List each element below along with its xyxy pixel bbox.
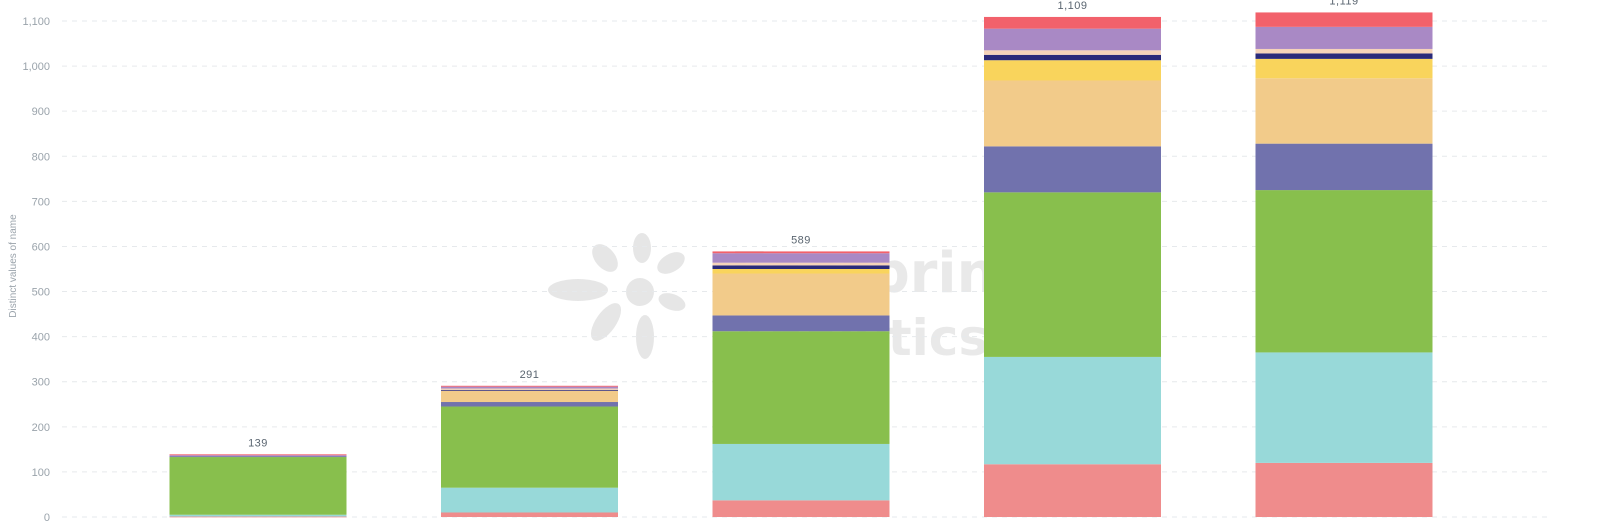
bar-segment[interactable]: [1255, 53, 1433, 59]
y-tick-label: 0: [44, 512, 50, 524]
y-axis-label: Distinct values of name: [8, 214, 19, 318]
bars: [169, 12, 1433, 518]
bar-total-label: 1,109: [1057, 0, 1087, 12]
y-tick-label: 900: [32, 106, 50, 118]
y-axis: 0 100 200 300 400 500 600 700 800 900 1,000 1,100: [22, 16, 50, 524]
bar-totals: 139 291 589 1,109 1,119: [248, 0, 1358, 449]
bar-segment[interactable]: [441, 385, 618, 387]
bar-segment[interactable]: [984, 60, 1161, 81]
y-tick-label: 300: [32, 377, 50, 389]
bar-segment[interactable]: [169, 514, 347, 517]
bar-segment[interactable]: [712, 273, 890, 316]
bar-segment[interactable]: [441, 388, 618, 390]
bar-segment[interactable]: [984, 146, 1161, 193]
y-tick-label: 800: [32, 151, 50, 163]
footprint-logo-icon: [548, 233, 686, 359]
bar-segment[interactable]: [441, 512, 618, 517]
bar-segment[interactable]: [984, 50, 1161, 55]
bar-segment[interactable]: [984, 464, 1161, 517]
bar-segment[interactable]: [1255, 190, 1433, 353]
bar-segment[interactable]: [1255, 12, 1433, 27]
bar-segment[interactable]: [1255, 462, 1433, 517]
bar-segment[interactable]: [441, 402, 618, 407]
bar-total-label: 589: [791, 234, 811, 246]
bar-segment[interactable]: [1255, 48, 1433, 54]
bar-segment[interactable]: [169, 457, 347, 515]
y-tick-label: 500: [32, 287, 50, 299]
bar-segment[interactable]: [1255, 58, 1433, 79]
bar-segment[interactable]: [169, 516, 347, 518]
bar-segment[interactable]: [169, 456, 347, 458]
bar-segment[interactable]: [984, 80, 1161, 147]
bar-segment[interactable]: [1255, 352, 1433, 463]
bar-segment[interactable]: [441, 390, 618, 403]
bar-segment[interactable]: [712, 253, 890, 263]
bar-segment[interactable]: [712, 500, 890, 517]
bar-total-label: 1,119: [1329, 0, 1358, 7]
bar-segment[interactable]: [169, 454, 347, 456]
bar-segment[interactable]: [1255, 26, 1433, 49]
bar-segment[interactable]: [712, 262, 890, 266]
bar-total-label: 139: [248, 437, 268, 449]
bar-segment[interactable]: [1255, 78, 1433, 144]
bar-segment[interactable]: [712, 265, 890, 269]
y-tick-label: 100: [32, 467, 50, 479]
bar-segment[interactable]: [712, 269, 890, 274]
bar-segment[interactable]: [712, 443, 890, 501]
bar-segment[interactable]: [441, 386, 618, 389]
bar-segment[interactable]: [169, 455, 347, 457]
y-tick-label: 600: [32, 241, 50, 253]
bar-segment[interactable]: [984, 16, 1161, 29]
bar-segment[interactable]: [441, 389, 618, 391]
y-tick-label: 1,100: [22, 16, 50, 28]
y-tick-label: 200: [32, 422, 50, 434]
bar-segment[interactable]: [712, 251, 890, 254]
bar-segment[interactable]: [984, 356, 1161, 465]
bar-segment[interactable]: [984, 54, 1161, 61]
bar-segment[interactable]: [984, 192, 1161, 357]
bar-segment[interactable]: [712, 331, 890, 444]
bar-segment[interactable]: [441, 487, 618, 513]
y-tick-label: 400: [32, 332, 50, 344]
y-tick-label: 1,000: [22, 61, 50, 73]
bar-segment[interactable]: [1255, 143, 1433, 191]
bar-segment[interactable]: [984, 28, 1161, 51]
bar-segment[interactable]: [441, 406, 618, 488]
bar-segment[interactable]: [712, 315, 890, 332]
y-tick-label: 700: [32, 196, 50, 208]
bar-total-label: 291: [520, 369, 540, 381]
